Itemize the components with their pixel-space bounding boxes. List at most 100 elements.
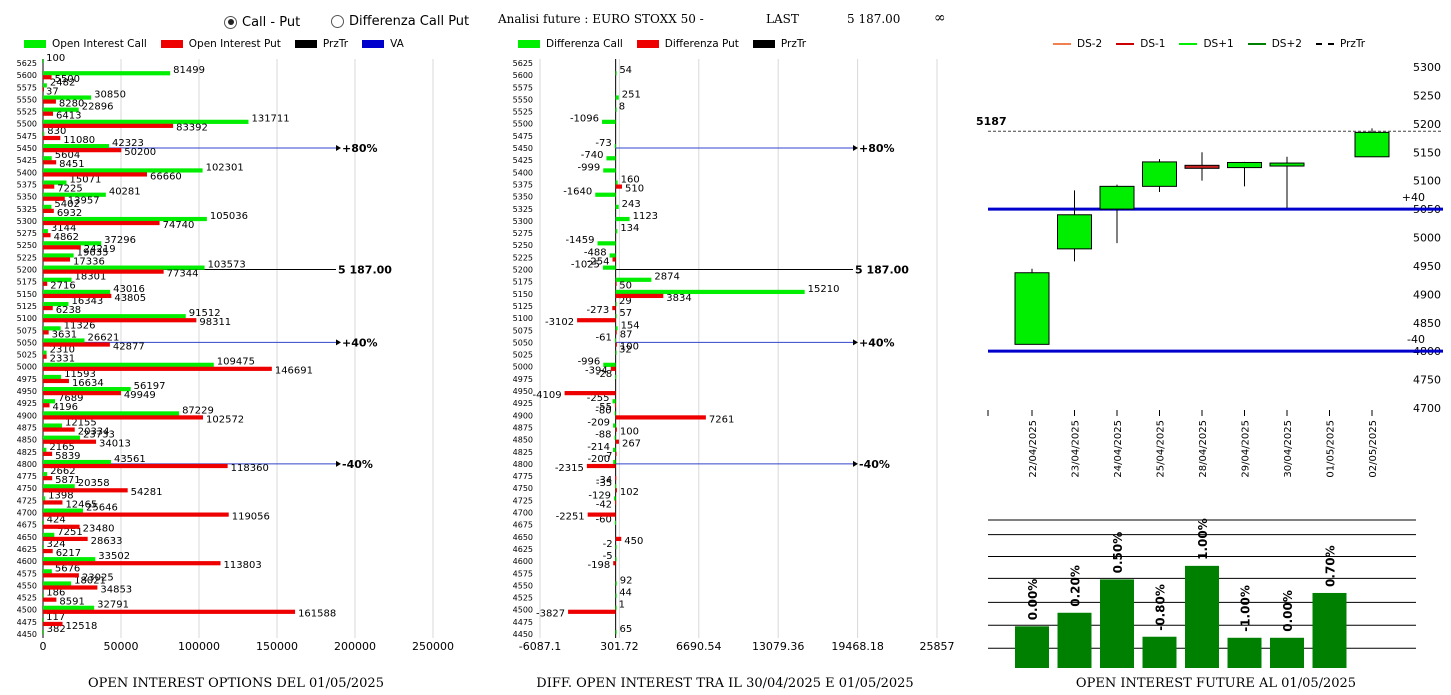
put-bar [43,378,69,384]
strike-label: 5050 [17,338,37,347]
put-bar [43,561,221,566]
bar-value-label: 1398 [48,490,73,501]
call-bar [615,95,619,100]
bar-value-label: -60 [596,515,612,526]
level-label: -40 [1407,333,1425,346]
y-tick-label: 5250 [1413,89,1441,102]
call-bar [43,411,180,416]
bar-value-label: -200 [587,454,610,465]
strike-label: 4575 [513,569,533,578]
call-bar [43,399,55,404]
strike-label: 5475 [513,132,533,141]
bar-value-label: 6932 [57,208,82,219]
legend-line [1053,43,1071,45]
bar-value-label: 37296 [104,235,136,246]
strike-label: 5300 [17,217,37,226]
radio-differenza-call-put[interactable]: Differenza Call Put [331,14,469,32]
oi-bar-label: -0.80% [1154,584,1168,631]
bar-value-label: 18301 [75,272,107,283]
bar-value-label: 146691 [275,366,313,377]
bar-value-label: -255 [587,393,610,404]
strike-label: 5450 [17,144,37,153]
call-bar [43,83,47,88]
put-bar [43,208,54,213]
put-bar [43,257,71,262]
strike-label: 4800 [513,460,533,469]
strike-label: 5250 [17,241,37,250]
oi-bar-label: 0.00% [1281,590,1295,632]
call-bar [597,241,616,246]
bar-value-label: 100 [620,341,639,352]
bar-value-label: 450 [624,536,643,547]
strike-label: 4900 [17,411,37,420]
bar-value-label: 18021 [74,575,106,586]
strike-label: 4625 [17,545,37,554]
call-bar [43,605,95,610]
y-tick-label: 5200 [1413,118,1441,131]
y-tick-label: 4700 [1413,402,1441,415]
put-bar [43,548,53,554]
legend-item-put: Open Interest Put [160,38,281,50]
put-bar [43,609,296,614]
put-bar [43,488,128,493]
call-bar [43,107,79,112]
legend-swatch [294,40,317,48]
bar-value-label: -42 [596,499,612,510]
call-bar [43,362,214,367]
bar-value-label: 2331 [50,354,75,365]
bar-value-label: -55 [596,402,612,413]
y-tick-label: 5100 [1413,175,1441,188]
strike-label: 5225 [513,253,533,262]
marker-label: +80% [859,142,895,155]
infinity-symbol: ∞ [934,10,946,26]
put-bar [615,330,617,335]
put-bar [615,476,617,481]
strike-label: 5575 [17,83,37,92]
strike-label: 4450 [17,630,37,639]
bar-value-label: 100 [46,53,65,64]
put-bar [43,87,44,92]
strike-label: 5375 [513,180,533,189]
bar-value-label: 243 [622,199,641,210]
radio-call-put-label: Call - Put [242,14,301,30]
legend-item-ds-2: DS-2 [1053,38,1102,50]
bar-value-label: 37 [46,86,59,97]
bar-value-label: -88 [595,430,611,441]
call-bar [43,144,110,149]
call-bar [43,532,55,538]
strike-label: 4600 [513,557,533,566]
bar-value-label: 510 [625,183,644,194]
call-bar [43,423,62,428]
bar-value-label: -273 [587,305,610,316]
candle-body [1057,214,1092,250]
put-bar [615,451,617,456]
call-bar [43,71,171,76]
marker-arrow [853,145,858,152]
analysis-title: Analisi future : EURO STOXX 50 - [498,12,704,26]
legend-label: PrzTr [1339,38,1366,50]
date-label: 23/04/2025 [1071,420,1082,478]
legend-item-va: VA [362,38,404,50]
call-bar [615,204,619,209]
bar-value-label: 29 [619,296,632,307]
strike-label: 4500 [513,606,533,615]
strike-label: 4650 [513,533,533,542]
put-bar [43,391,121,396]
radio-differenza-label: Differenza Call Put [349,14,470,29]
bar-value-label: -2251 [556,512,585,523]
caption-options: OPEN INTEREST OPTIONS DEL 01/05/2025 [88,676,384,691]
bar-value-label: 83392 [176,123,208,134]
put-bar [43,366,272,371]
call-bar [43,593,44,598]
legend-label: DS-2 [1077,38,1103,50]
strike-label: 4875 [17,423,37,432]
call-bar [614,520,616,525]
oi-bar-label: -1.00% [1239,585,1253,632]
strike-label: 4775 [513,472,533,481]
radio-call-put[interactable]: Call - Put [224,14,300,30]
legend-label: DS+1 [1203,38,1234,50]
strike-label: 5350 [513,193,533,202]
legend-swatch [362,40,385,48]
put-bar [586,463,616,469]
call-bar [603,362,616,367]
